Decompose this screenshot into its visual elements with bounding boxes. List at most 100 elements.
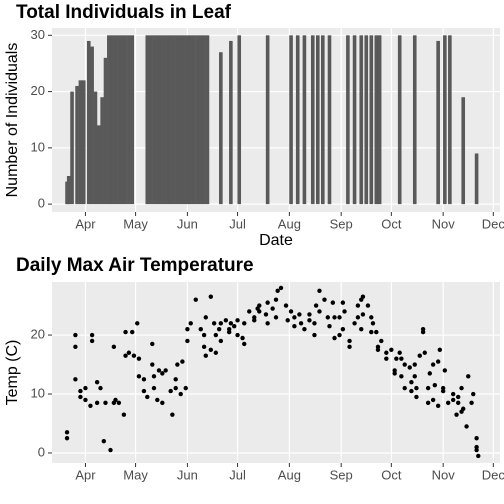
- bar: [346, 35, 350, 205]
- point: [370, 321, 376, 326]
- bar: [120, 35, 125, 205]
- point: [432, 382, 438, 388]
- point: [454, 412, 459, 417]
- point: [73, 332, 78, 338]
- point: [208, 347, 214, 353]
- bar: [93, 91, 98, 205]
- point: [379, 338, 384, 344]
- bar: [198, 35, 203, 205]
- x-tick-label: Dec: [482, 467, 504, 482]
- point: [307, 312, 312, 317]
- point: [78, 394, 83, 400]
- bar: [158, 35, 163, 205]
- bar: [168, 35, 173, 205]
- point: [325, 315, 331, 320]
- point: [347, 338, 352, 344]
- point: [322, 297, 327, 302]
- y-tick-label: 10: [31, 385, 45, 400]
- point: [64, 436, 70, 441]
- point: [240, 335, 245, 341]
- point: [183, 385, 188, 391]
- point: [108, 447, 113, 453]
- bar: [237, 35, 242, 205]
- x-tick-label: Apr: [75, 467, 96, 482]
- point: [242, 341, 247, 347]
- point: [113, 397, 118, 403]
- y-axis-label: Temp (C): [4, 340, 21, 406]
- point: [226, 329, 232, 335]
- point: [136, 356, 142, 361]
- point: [312, 332, 317, 338]
- bar: [70, 91, 74, 205]
- bar: [100, 97, 104, 205]
- point: [141, 388, 147, 394]
- bar: [145, 35, 150, 205]
- bar: [202, 35, 206, 205]
- point: [123, 353, 128, 358]
- point: [369, 315, 374, 320]
- point: [471, 391, 476, 397]
- point: [265, 321, 270, 326]
- bar: [195, 35, 200, 205]
- point: [409, 388, 414, 394]
- x-tick-label: Aug: [278, 216, 301, 231]
- bar: [117, 35, 121, 205]
- point: [155, 397, 160, 403]
- point: [145, 394, 150, 400]
- point: [340, 326, 346, 332]
- point: [203, 315, 208, 320]
- x-tick-label: May: [123, 467, 148, 482]
- point: [73, 377, 78, 382]
- point: [151, 374, 157, 379]
- point: [327, 324, 332, 329]
- point: [263, 312, 269, 317]
- point: [397, 350, 402, 355]
- point: [412, 374, 417, 379]
- point: [355, 315, 361, 320]
- point: [213, 332, 219, 338]
- point: [384, 356, 389, 361]
- x-tick-label: Sep: [330, 467, 353, 482]
- bar: [78, 80, 83, 205]
- point: [273, 315, 279, 320]
- point: [283, 303, 289, 308]
- point: [83, 397, 88, 403]
- bar: [374, 35, 379, 205]
- point: [425, 400, 431, 406]
- point: [203, 353, 208, 358]
- bar: [302, 35, 307, 205]
- x-tick-label: Jul: [229, 467, 246, 482]
- point: [365, 303, 371, 308]
- y-tick-label: 30: [31, 27, 45, 42]
- point: [442, 368, 448, 373]
- point: [464, 424, 469, 429]
- bar: [103, 57, 108, 205]
- y-tick-label: 0: [38, 196, 45, 211]
- point: [198, 326, 203, 332]
- point: [435, 403, 441, 409]
- bar: [107, 35, 111, 205]
- point: [435, 359, 441, 364]
- bar: [321, 35, 325, 205]
- bar: [295, 35, 300, 205]
- point: [173, 385, 178, 391]
- point: [151, 385, 157, 391]
- bar: [315, 35, 320, 205]
- bar: [162, 35, 166, 205]
- bar: [310, 35, 315, 205]
- point: [89, 332, 95, 338]
- bar: [289, 35, 293, 205]
- bar: [90, 46, 94, 205]
- point: [123, 329, 128, 335]
- bar: [172, 35, 176, 205]
- bar: [359, 35, 364, 205]
- point: [298, 321, 304, 326]
- point: [360, 312, 366, 317]
- point: [247, 309, 252, 314]
- point: [430, 397, 436, 403]
- point: [422, 350, 427, 355]
- point: [414, 385, 419, 391]
- point: [216, 326, 222, 332]
- bar: [86, 40, 91, 205]
- point: [94, 380, 100, 385]
